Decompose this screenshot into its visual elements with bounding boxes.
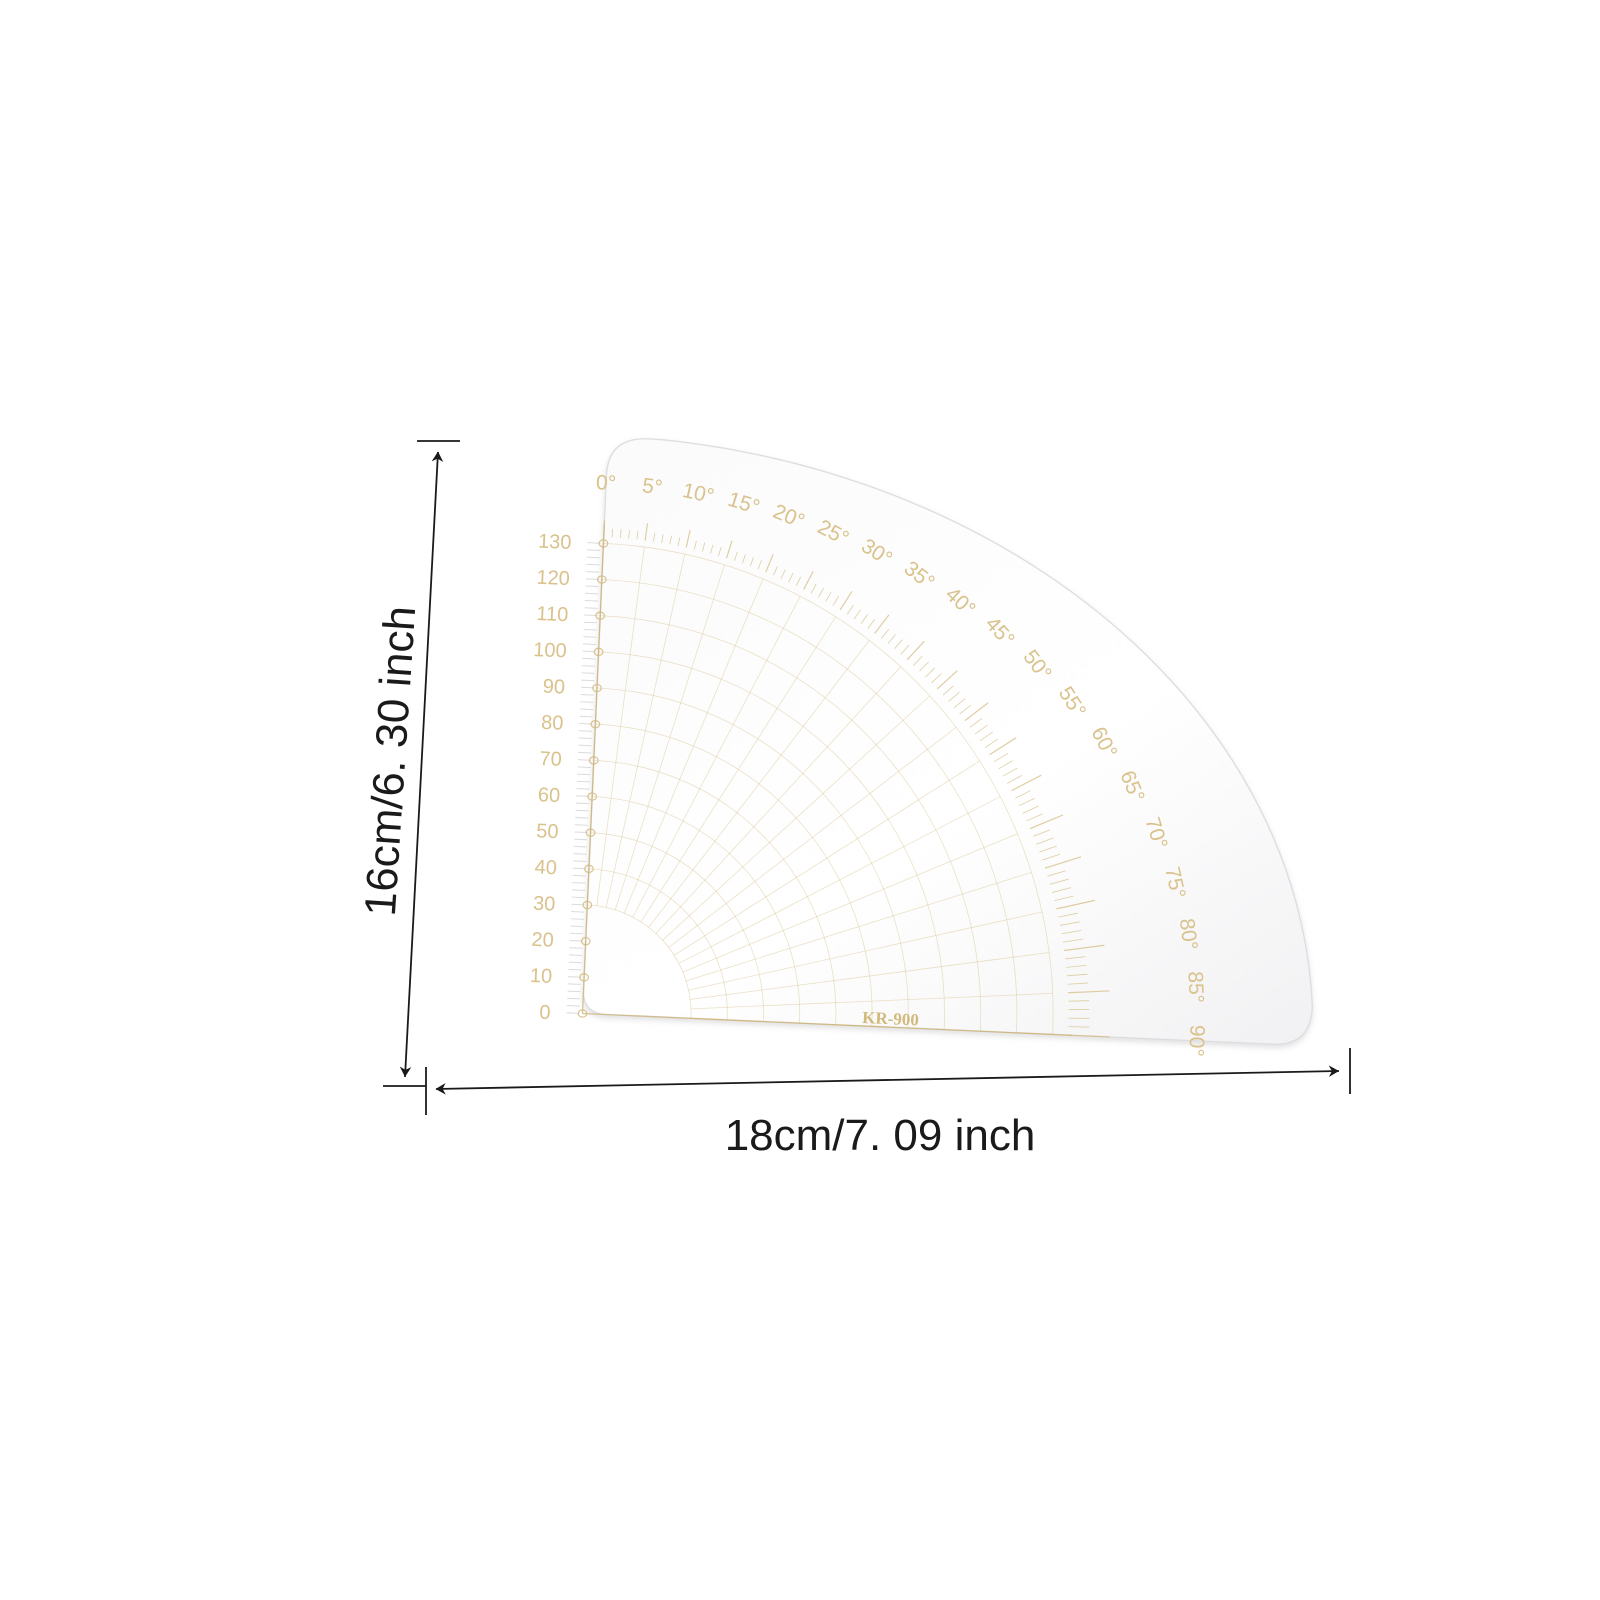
svg-text:0: 0 (539, 1002, 551, 1024)
svg-text:30: 30 (533, 893, 556, 916)
svg-text:130: 130 (538, 530, 572, 553)
svg-text:20: 20 (531, 929, 554, 952)
svg-text:60: 60 (537, 784, 560, 807)
svg-text:0°: 0° (596, 471, 617, 495)
svg-text:5°: 5° (641, 474, 664, 499)
svg-text:120: 120 (536, 567, 570, 590)
svg-text:80°: 80° (1175, 917, 1202, 951)
svg-text:40: 40 (534, 856, 557, 879)
svg-text:10: 10 (529, 965, 552, 988)
svg-text:18cm/7. 09 inch: 18cm/7. 09 inch (725, 1111, 1036, 1160)
svg-text:50: 50 (536, 820, 559, 843)
svg-text:85°: 85° (1183, 971, 1207, 1004)
svg-text:110: 110 (536, 603, 569, 626)
svg-text:90: 90 (542, 676, 565, 699)
svg-text:70: 70 (539, 748, 562, 771)
svg-text:100: 100 (533, 639, 567, 662)
svg-text:KR-900: KR-900 (862, 1008, 919, 1030)
svg-text:90°: 90° (1184, 1024, 1208, 1057)
svg-text:80: 80 (541, 712, 564, 735)
